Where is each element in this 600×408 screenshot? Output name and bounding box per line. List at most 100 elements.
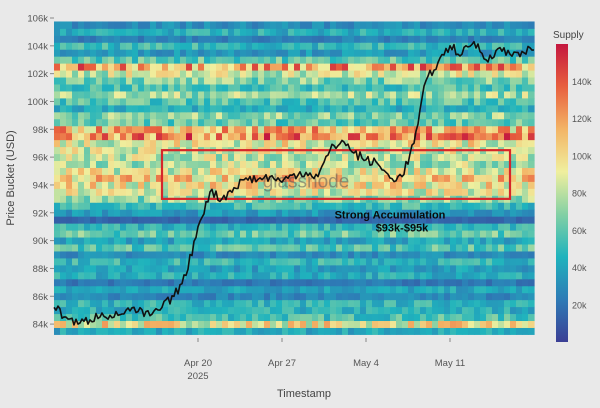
heatmap-cell: [306, 299, 313, 308]
heatmap-cell: [138, 56, 145, 64]
heatmap-cell: [174, 35, 181, 43]
heatmap-cell: [204, 223, 211, 231]
heatmap-cell: [348, 327, 355, 335]
heatmap-cell: [390, 118, 397, 127]
heatmap-cell: [426, 104, 433, 113]
heatmap-cell: [408, 237, 415, 245]
heatmap-cell: [228, 202, 235, 210]
heatmap-cell: [78, 271, 85, 280]
heatmap-cell: [462, 132, 469, 141]
heatmap-cell: [504, 56, 511, 64]
heatmap-cell: [72, 125, 79, 134]
heatmap-cell: [522, 271, 529, 280]
heatmap-cell: [528, 139, 535, 148]
heatmap-cell: [66, 209, 73, 217]
heatmap-cell: [54, 271, 61, 280]
heatmap-cell: [108, 202, 115, 210]
heatmap-cell: [264, 153, 271, 162]
heatmap-cell: [240, 70, 247, 78]
heatmap-cell: [102, 320, 109, 328]
heatmap-cell: [408, 181, 415, 189]
heatmap-cell: [516, 21, 523, 29]
heatmap-cell: [432, 153, 439, 162]
heatmap-cell: [354, 111, 361, 120]
annotation-box: [160, 149, 512, 200]
heatmap-cell: [132, 188, 139, 196]
heatmap-cell: [366, 202, 373, 210]
heatmap-cell: [132, 49, 139, 57]
heatmap-cell: [234, 223, 241, 231]
heatmap-cell: [138, 209, 145, 217]
heatmap-cell: [66, 188, 73, 196]
heatmap-cell: [240, 35, 247, 43]
heatmap-cell: [342, 209, 349, 217]
heatmap-cell: [300, 258, 307, 266]
heatmap-cell: [174, 306, 181, 315]
heatmap-cell: [192, 70, 199, 78]
heatmap-cell: [204, 237, 211, 245]
heatmap-cell: [366, 230, 373, 238]
heatmap-cell: [492, 63, 499, 71]
heatmap-cell: [264, 160, 271, 168]
heatmap-cell: [126, 285, 133, 294]
heatmap-cell: [510, 77, 517, 85]
heatmap-cell: [402, 125, 409, 134]
heatmap-cell: [444, 84, 451, 92]
heatmap-cell: [498, 77, 505, 85]
heatmap-cell: [384, 125, 391, 134]
heatmap-cell: [270, 292, 277, 301]
heatmap-cell: [360, 292, 367, 301]
heatmap-cell: [348, 299, 355, 308]
heatmap-cell: [426, 167, 433, 175]
heatmap-cell: [522, 306, 529, 315]
heatmap-cell: [186, 139, 193, 148]
heatmap-cell: [312, 118, 319, 127]
heatmap-cell: [522, 313, 529, 322]
heatmap-cell: [306, 98, 313, 106]
heatmap-cell: [324, 70, 331, 78]
heatmap-cell: [156, 28, 163, 36]
heatmap-cell: [216, 251, 223, 259]
heatmap-cell: [114, 244, 121, 252]
heatmap-cell: [300, 202, 307, 210]
heatmap-cell: [252, 77, 259, 85]
heatmap-cell: [246, 160, 253, 168]
heatmap-cell: [306, 49, 313, 57]
heatmap-cell: [66, 77, 73, 85]
heatmap-cell: [384, 244, 391, 252]
heatmap-cells: [54, 21, 535, 335]
heatmap-cell: [246, 125, 253, 134]
heatmap-cell: [228, 49, 235, 57]
heatmap-cell: [420, 306, 427, 315]
heatmap-cell: [438, 77, 445, 85]
heatmap-cell: [54, 84, 61, 92]
heatmap-cell: [450, 91, 457, 99]
heatmap-cell: [330, 216, 337, 224]
heatmap-cell: [318, 174, 325, 182]
heatmap-cell: [168, 216, 175, 224]
heatmap-cell: [270, 188, 277, 196]
heatmap-cell: [72, 313, 79, 322]
heatmap-cell: [396, 188, 403, 196]
heatmap-cell: [84, 216, 91, 224]
heatmap-cell: [276, 118, 283, 127]
heatmap-cell: [384, 91, 391, 99]
heatmap-cell: [396, 237, 403, 245]
heatmap-cell: [204, 84, 211, 92]
heatmap-cell: [462, 111, 469, 120]
heatmap-cell: [72, 188, 79, 196]
heatmap-cell: [522, 285, 529, 294]
heatmap-cell: [186, 132, 193, 141]
heatmap-cell: [516, 313, 523, 322]
heatmap-cell: [258, 104, 265, 113]
heatmap-cell: [210, 160, 217, 168]
heatmap-cell: [468, 181, 475, 189]
heatmap-cell: [72, 244, 79, 252]
heatmap-cell: [240, 306, 247, 315]
heatmap-cell: [126, 251, 133, 259]
heatmap-cell: [264, 181, 271, 189]
heatmap-cell: [126, 202, 133, 210]
heatmap-cell: [222, 299, 229, 308]
heatmap-cell: [288, 104, 295, 113]
heatmap-cell: [402, 278, 409, 287]
